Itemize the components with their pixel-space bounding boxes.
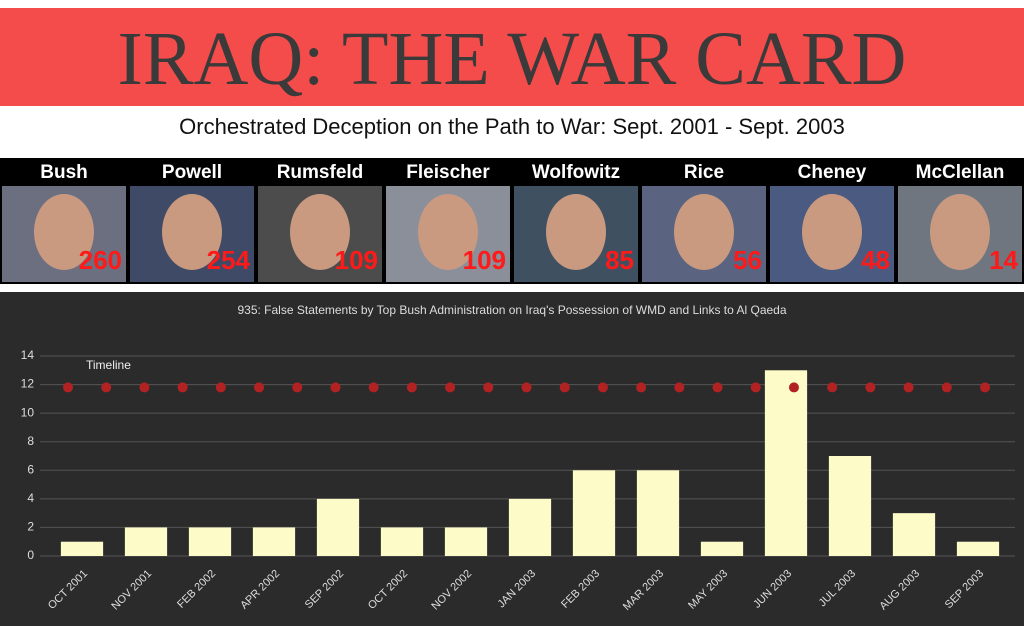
timeline-dot	[177, 382, 188, 393]
bar	[892, 513, 936, 556]
person-count: 109	[463, 245, 506, 275]
person-count: 109	[335, 245, 378, 275]
timeline-dot	[636, 382, 647, 393]
person-count: 56	[733, 245, 762, 275]
person-name: Rice	[684, 162, 724, 183]
banner	[0, 8, 1024, 106]
timeline-dot	[292, 382, 303, 393]
page-subtitle: Orchestrated Deception on the Path to Wa…	[179, 114, 845, 139]
timeline-dot	[368, 382, 379, 393]
person-name: Cheney	[798, 162, 867, 183]
chart-title: 935: False Statements by Top Bush Admini…	[237, 303, 786, 317]
page-title: IRAQ: THE WAR CARD	[117, 17, 907, 101]
bar	[828, 456, 872, 556]
bar	[60, 541, 104, 556]
portrait-face	[674, 194, 734, 270]
person-name: Rumsfeld	[277, 162, 364, 183]
y-tick-label: 8	[27, 434, 34, 448]
bar	[956, 541, 1000, 556]
portrait-face	[802, 194, 862, 270]
person-count: 85	[605, 245, 634, 275]
person-name: Fleischer	[406, 162, 490, 183]
timeline-dot	[712, 382, 723, 393]
timeline-dot	[788, 382, 799, 393]
timeline-dot	[330, 382, 341, 393]
person-name: Wolfowitz	[532, 162, 620, 183]
bar	[764, 370, 808, 556]
bar	[380, 527, 424, 556]
bar	[316, 498, 360, 556]
bar	[124, 527, 168, 556]
person-count: 254	[207, 245, 251, 275]
timeline-dot	[827, 382, 838, 393]
timeline-dot	[865, 382, 876, 393]
timeline-dot	[559, 382, 570, 393]
y-tick-label: 14	[21, 348, 35, 362]
timeline-dot	[406, 382, 417, 393]
portrait-face	[162, 194, 222, 270]
portrait-face	[290, 194, 350, 270]
y-tick-label: 2	[27, 520, 34, 534]
portrait-face	[930, 194, 990, 270]
y-tick-label: 0	[27, 548, 34, 562]
portrait-face	[546, 194, 606, 270]
bar	[252, 527, 296, 556]
bar	[700, 541, 744, 556]
timeline-dot	[941, 382, 952, 393]
y-tick-label: 4	[27, 491, 34, 505]
person-name: McClellan	[916, 162, 1005, 183]
bar	[572, 470, 616, 556]
person-count: 48	[861, 245, 890, 275]
y-tick-label: 12	[21, 377, 35, 391]
person-name: Powell	[162, 162, 222, 183]
bar	[188, 527, 232, 556]
person-count: 14	[989, 245, 1018, 275]
timeline-dot	[101, 382, 112, 393]
bar	[508, 498, 552, 556]
timeline-dot	[750, 382, 761, 393]
bar	[636, 470, 680, 556]
timeline-dot	[674, 382, 685, 393]
timeline-dot	[597, 382, 608, 393]
timeline-dot	[980, 382, 990, 393]
timeline-dot	[215, 382, 226, 393]
timeline-dot	[445, 382, 456, 393]
y-tick-label: 6	[27, 462, 34, 476]
portrait-face	[34, 194, 94, 270]
timeline-dot	[254, 382, 265, 393]
timeline-dot	[139, 382, 150, 393]
portrait-face	[418, 194, 478, 270]
y-tick-label: 10	[21, 405, 35, 419]
person-name: Bush	[40, 162, 88, 183]
timeline-dot	[483, 382, 494, 393]
person-count: 260	[79, 245, 122, 275]
bar	[444, 527, 488, 556]
timeline-dot	[521, 382, 532, 393]
timeline-dot	[63, 382, 73, 393]
timeline-dot	[903, 382, 914, 393]
timeline-label: Timeline	[86, 358, 131, 372]
